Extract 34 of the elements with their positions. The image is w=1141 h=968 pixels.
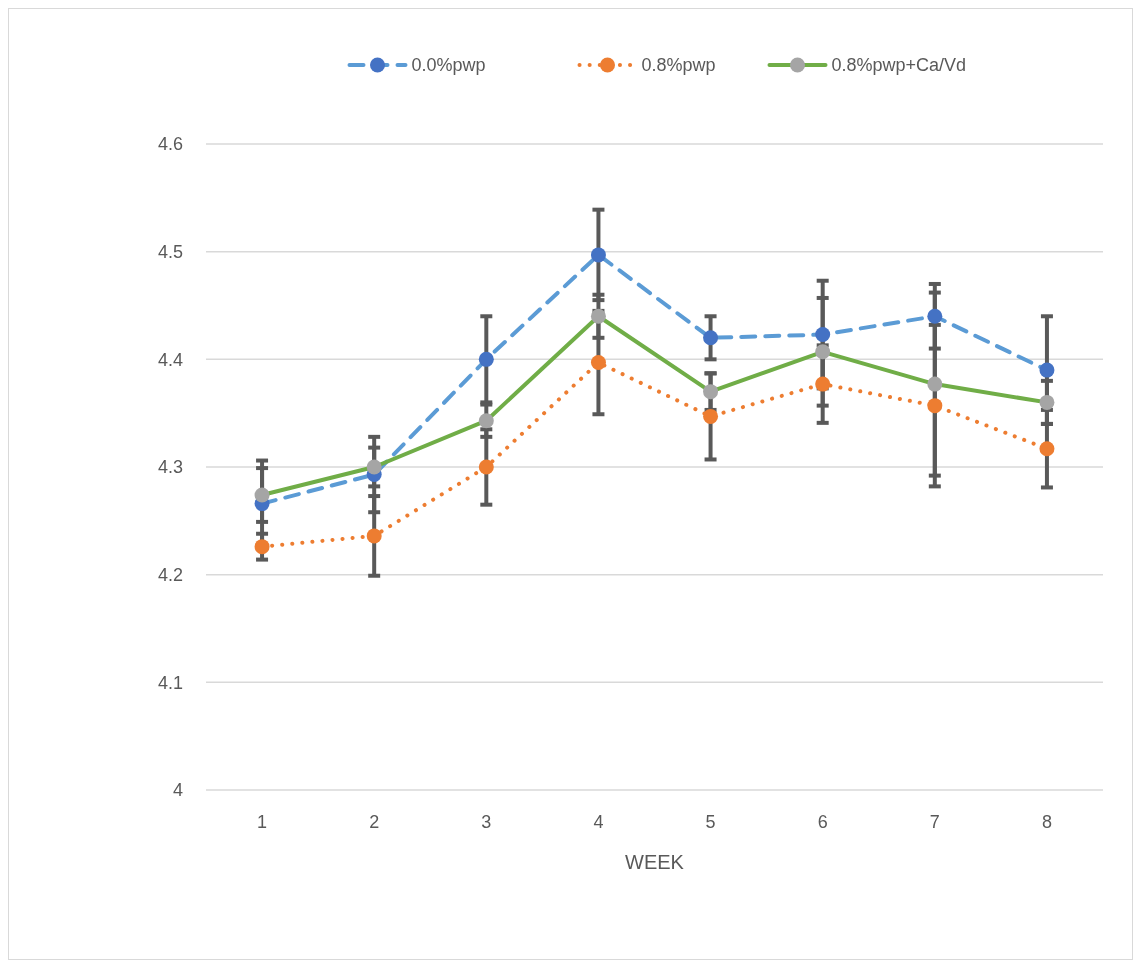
legend-label: 0.8%pwp+Ca/Vd <box>831 55 967 76</box>
x-tick-label: 1 <box>257 812 268 832</box>
point <box>815 327 831 343</box>
point <box>1039 362 1055 378</box>
point <box>254 539 270 555</box>
x-tick-label: 4 <box>593 812 604 832</box>
x-tick-label: 2 <box>369 812 380 832</box>
point <box>590 355 606 371</box>
point <box>478 459 494 475</box>
point <box>478 351 494 367</box>
point <box>366 528 382 544</box>
point <box>254 487 270 503</box>
point <box>927 376 943 392</box>
y-tick-label: 4.4 <box>157 349 183 370</box>
point <box>590 247 606 263</box>
point <box>927 398 943 414</box>
y-tick-label: 4.3 <box>157 457 183 478</box>
x-tick-label: 3 <box>481 812 492 832</box>
x-tick-label: 5 <box>705 812 716 832</box>
x-tick-label: 7 <box>929 812 940 832</box>
x-tick-label: 6 <box>817 812 828 832</box>
x-axis-title: WEEK <box>625 851 685 873</box>
y-tick-label: 4.5 <box>157 241 183 262</box>
legend-label: 0.0%pwp <box>411 55 486 76</box>
y-tick-label: 4.6 <box>157 134 183 155</box>
point <box>703 330 719 346</box>
legend-label: 0.8%pwp <box>641 55 716 76</box>
point <box>1039 441 1055 457</box>
x-tick-label: 8 <box>1041 812 1052 832</box>
y-tick-label: 4 <box>172 780 183 801</box>
point <box>366 459 382 475</box>
y-tick-label: 4.2 <box>157 564 183 585</box>
y-tick-label: 4.1 <box>157 672 183 693</box>
point <box>703 384 719 400</box>
